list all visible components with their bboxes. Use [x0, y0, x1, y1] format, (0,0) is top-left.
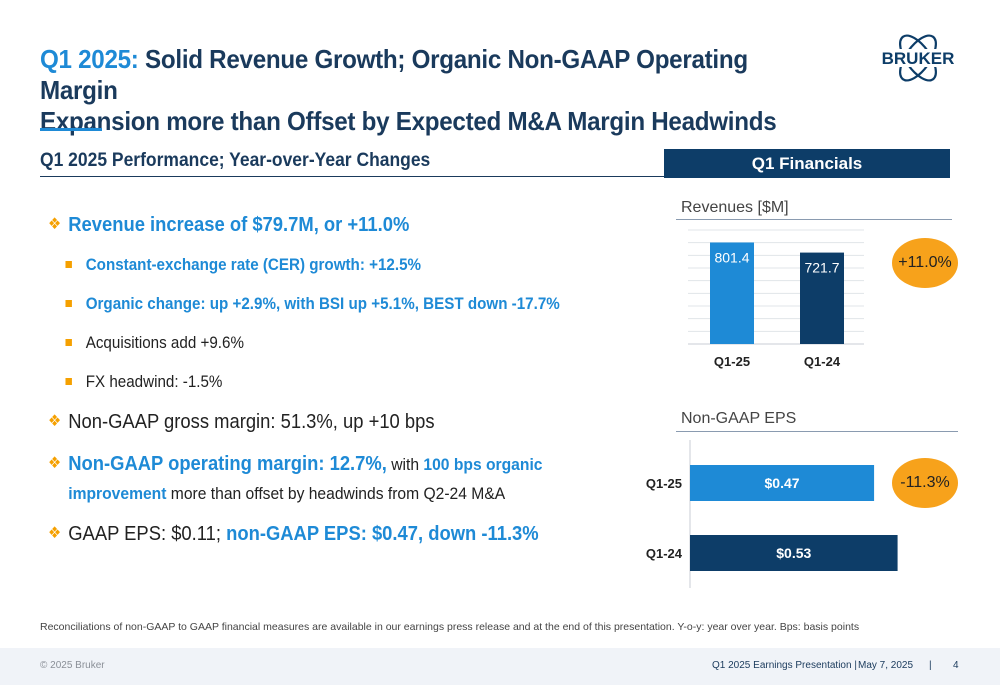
footer-presentation: Q1 2025 Earnings Presentation |: [712, 660, 857, 671]
bullet-revenue: ❖ Revenue increase of $79.7M, or +11.0%: [48, 212, 563, 238]
bullet-cer-text: Constant-exchange rate (CER) growth: +12…: [85, 256, 422, 274]
diamond-bullet-icon: ❖: [48, 216, 62, 233]
eps-category-label: Q1-24: [646, 546, 683, 561]
op-margin-offset: more than offset by headwinds from Q2-24…: [166, 484, 506, 503]
eps-gaap: GAAP EPS: $0.11;: [68, 523, 227, 545]
eps-chart-rule: [676, 431, 958, 432]
bullet-gross-margin-text: Non-GAAP gross margin: 51.3%, up +10 bps: [68, 411, 435, 433]
atom-logo-icon: BRUKER: [876, 34, 960, 82]
footer-page-number: 4: [953, 660, 959, 671]
title-line1: Solid Revenue Growth; Organic Non-GAAP O…: [40, 44, 748, 105]
section-heading: Q1 2025 Performance; Year-over-Year Chan…: [40, 150, 431, 171]
diamond-bullet-icon: ❖: [48, 455, 62, 472]
footer-copyright: © 2025 Bruker: [40, 660, 105, 671]
title-underline: [40, 128, 102, 131]
square-bullet-icon: [65, 378, 72, 385]
op-margin-value: Non-GAAP operating margin: 12.7%,: [68, 453, 387, 475]
revenue-data-label: 801.4: [714, 249, 749, 265]
diamond-bullet-icon: ❖: [48, 413, 62, 430]
title-line2: Expansion more than Offset by Expected M…: [40, 106, 777, 136]
logo-text: BRUKER: [882, 49, 955, 68]
revenue-bar-chart: 801.4 Q1-25 721.7 Q1-24: [688, 229, 864, 369]
bullet-gross-margin: ❖ Non-GAAP gross margin: 51.3%, up +10 b…: [48, 409, 563, 435]
revenue-data-label: 721.7: [804, 260, 839, 276]
footer-separator: |: [929, 660, 932, 671]
bullet-operating-margin: ❖ Non-GAAP operating margin: 12.7%, with…: [48, 451, 563, 478]
eps-non-gaap: non-GAAP EPS: $0.47, down -11.3%: [226, 523, 539, 545]
square-bullet-icon: [65, 339, 72, 346]
revenue-chart-title: Revenues [$M]: [681, 199, 789, 216]
footnote: Reconciliations of non-GAAP to GAAP fina…: [40, 621, 860, 633]
eps-category-label: Q1-25: [646, 476, 682, 491]
diamond-bullet-icon: ❖: [48, 525, 62, 542]
eps-chart-title: Non-GAAP EPS: [681, 410, 797, 427]
title-accent: Q1 2025:: [40, 44, 139, 74]
financials-header: Q1 Financials: [664, 149, 950, 178]
bullet-eps: ❖ GAAP EPS: $0.11; non-GAAP EPS: $0.47, …: [48, 521, 563, 547]
eps-bar-chart: $0.47 Q1-25 $0.53 Q1-24: [646, 440, 898, 588]
eps-change-badge: -11.3%: [892, 458, 958, 508]
footer-date: May 7, 2025: [858, 660, 914, 671]
op-margin-improvement: improvement: [68, 484, 167, 503]
op-margin-organic: 100 bps organic: [423, 455, 543, 474]
bullet-fx-text: FX headwind: -1.5%: [85, 373, 223, 391]
revenue-bar-q1-24: [800, 252, 844, 344]
bullet-organic: Organic change: up +2.9%, with BSI up +5…: [48, 293, 563, 315]
eps-data-label: $0.47: [765, 475, 800, 491]
bullet-acquisitions-text: Acquisitions add +9.6%: [85, 334, 244, 352]
bullet-acquisitions: Acquisitions add +9.6%: [48, 332, 563, 354]
bruker-logo: BRUKER: [872, 28, 964, 88]
section-divider: [40, 176, 950, 177]
slide-title: Q1 2025: Solid Revenue Growth; Organic N…: [40, 44, 812, 137]
square-bullet-icon: [65, 300, 72, 307]
bullet-organic-text: Organic change: up +2.9%, with BSI up +5…: [85, 295, 560, 313]
eps-bar-q1-25: [690, 465, 875, 501]
op-margin-with: with: [386, 455, 424, 474]
revenue-category-label: Q1-24: [804, 354, 841, 369]
revenue-growth-badge: +11.0%: [892, 238, 958, 288]
square-bullet-icon: [65, 261, 72, 268]
bullet-cer: Constant-exchange rate (CER) growth: +12…: [48, 254, 563, 276]
revenue-bar-q1-25: [710, 242, 754, 344]
performance-bullets: ❖ Revenue increase of $79.7M, or +11.0% …: [48, 212, 608, 547]
revenue-category-label: Q1-25: [714, 354, 750, 369]
eps-data-label: $0.53: [776, 545, 811, 561]
eps-bar-q1-24: [690, 535, 898, 571]
bullet-revenue-text: Revenue increase of $79.7M, or +11.0%: [68, 214, 410, 236]
bullet-fx: FX headwind: -1.5%: [48, 371, 563, 393]
footer: © 2025 Bruker Q1 2025 Earnings Presentat…: [0, 648, 1000, 685]
bullet-operating-margin-cont: improvement more than offset by headwind…: [48, 480, 563, 507]
revenue-chart-rule: [676, 219, 952, 220]
